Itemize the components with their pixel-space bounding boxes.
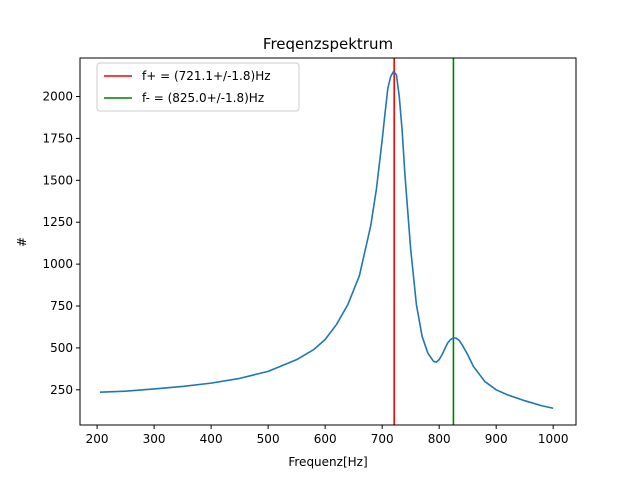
legend-box	[96, 62, 300, 112]
x-tick-label: 1000	[538, 432, 569, 446]
spectrum-line	[99, 70, 554, 410]
legend-label: f+ = (721.1+/-1.8)Hz	[142, 69, 271, 83]
vertical-lines	[393, 58, 455, 425]
y-tick-label: 750	[50, 299, 73, 313]
y-axis-ticks: 250 500 750 1000 1250 1500 1750 2000	[42, 90, 80, 397]
x-tick-label: 700	[371, 432, 394, 446]
x-axis-ticks: 200 300 400 500 600 700 800 900 1000	[86, 425, 569, 446]
x-tick-label: 900	[485, 432, 508, 446]
legend-label: f- = (825.0+/-1.8)Hz	[142, 91, 264, 105]
x-axis-label: Frequenz[Hz]	[288, 455, 367, 469]
x-tick-label: 500	[257, 432, 280, 446]
y-tick-label: 2000	[42, 90, 73, 104]
x-tick-label: 400	[200, 432, 223, 446]
x-tick-label: 800	[428, 432, 451, 446]
x-tick-label: 600	[314, 432, 337, 446]
x-tick-label: 200	[86, 432, 109, 446]
y-tick-label: 1500	[42, 173, 73, 187]
y-tick-label: 1250	[42, 215, 73, 229]
y-tick-label: 1000	[42, 257, 73, 271]
chart-title: Freqenzspektrum	[263, 35, 393, 53]
data-series	[99, 70, 554, 410]
legend: f+ = (721.1+/-1.8)Hz f- = (825.0+/-1.8)Hz	[96, 62, 300, 112]
y-axis-label: #	[15, 237, 29, 247]
y-tick-label: 250	[50, 383, 73, 397]
x-tick-label: 300	[143, 432, 166, 446]
y-tick-label: 1750	[42, 131, 73, 145]
y-tick-label: 500	[50, 341, 73, 355]
axes-frame	[79, 57, 577, 426]
